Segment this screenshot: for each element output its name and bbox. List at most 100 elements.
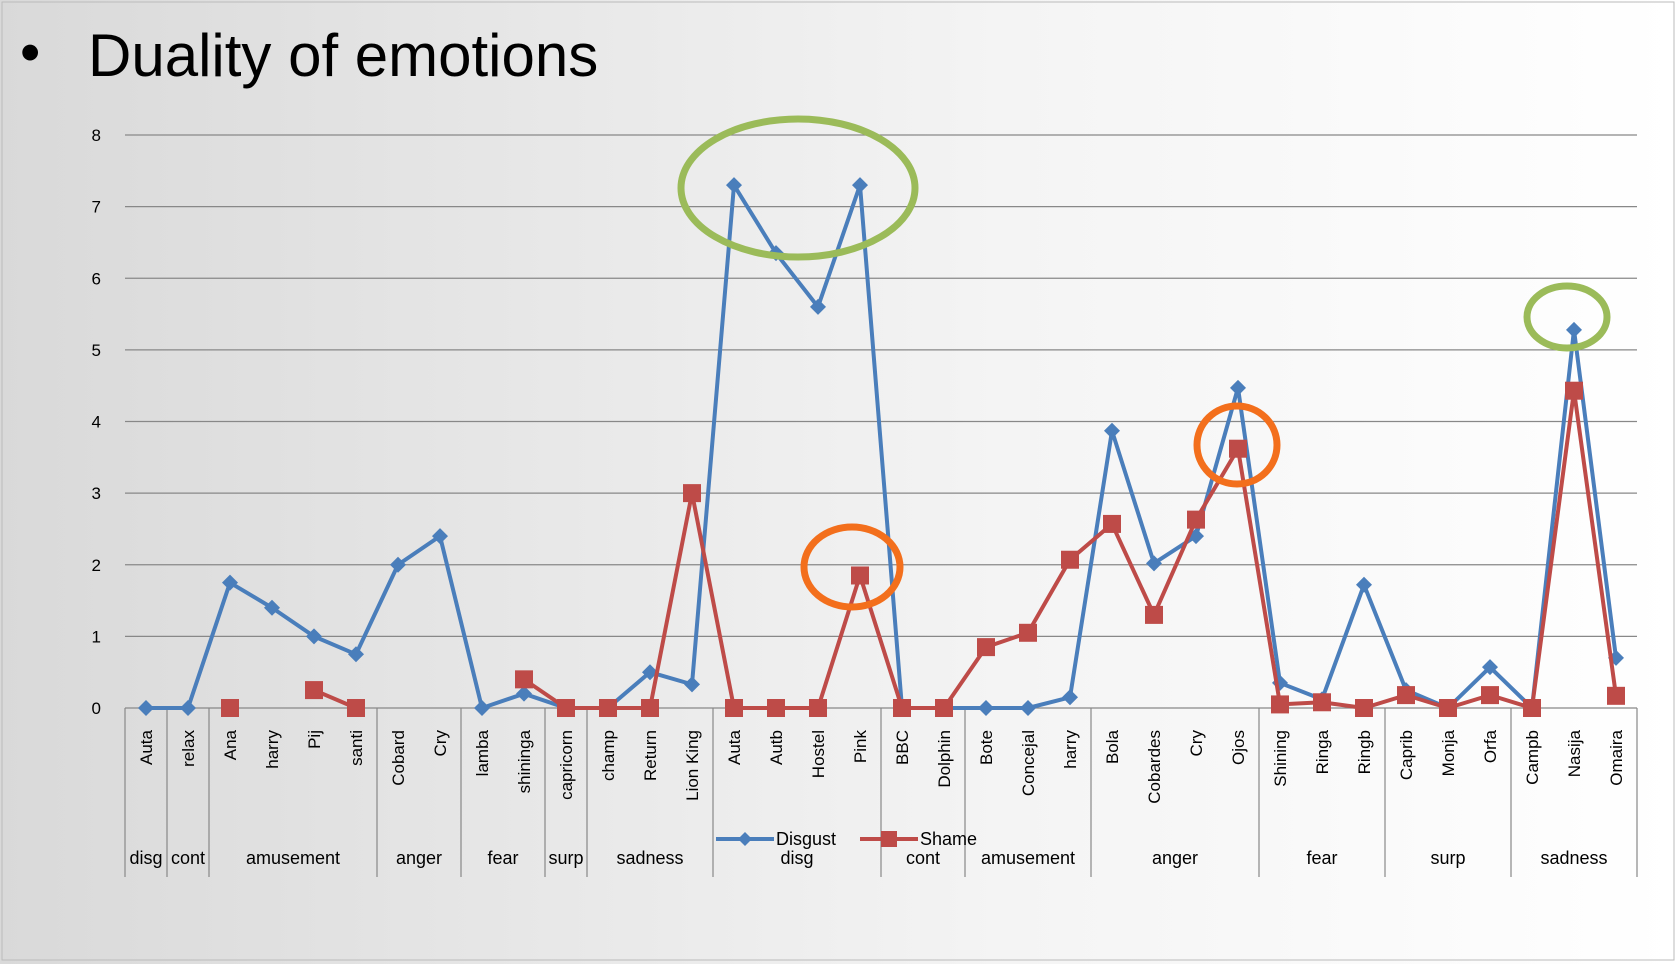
group-label: anger <box>396 848 442 868</box>
y-tick-label: 2 <box>92 556 101 575</box>
x-tick-label: Cry <box>1187 730 1206 757</box>
data-point <box>1356 576 1372 593</box>
x-tick-label: Ringb <box>1355 730 1374 774</box>
data-point <box>348 646 364 663</box>
data-point <box>305 681 323 700</box>
data-point <box>851 566 869 585</box>
x-tick-label: lamba <box>473 729 492 776</box>
data-point <box>1566 321 1582 338</box>
y-tick-label: 4 <box>92 413 101 432</box>
data-point <box>1523 699 1541 717</box>
data-point <box>893 699 911 717</box>
x-tick-label: Lion King <box>683 730 702 801</box>
data-point <box>1313 693 1331 712</box>
x-tick-label: Autb <box>767 730 786 765</box>
highlight-ellipse <box>677 115 919 261</box>
y-tick-label: 3 <box>92 484 101 503</box>
x-tick-label: Auta <box>137 729 156 765</box>
data-point <box>390 556 406 573</box>
y-tick-label: 0 <box>92 699 101 718</box>
slide-title: Duality of emotions <box>88 22 598 89</box>
group-label: disg <box>129 848 162 868</box>
data-point <box>641 699 659 717</box>
group-label: sadness <box>616 848 683 868</box>
data-point <box>1481 686 1499 705</box>
x-tick-label: Auta <box>725 729 744 765</box>
data-point <box>222 574 238 591</box>
data-point <box>557 699 575 717</box>
group-label: surp <box>1430 848 1465 868</box>
y-tick-label: 8 <box>92 126 101 145</box>
group-label: disg <box>780 848 813 868</box>
data-point <box>474 700 490 716</box>
data-point <box>1062 689 1078 706</box>
x-tick-label: Cry <box>431 730 450 757</box>
x-tick-label: harry <box>263 730 282 769</box>
x-tick-label: Monja <box>1439 729 1458 776</box>
x-tick-label: santi <box>347 730 366 766</box>
x-tick-label: Nasija <box>1565 729 1584 777</box>
data-point <box>1104 422 1120 439</box>
legend-label: Disgust <box>776 829 836 849</box>
data-point <box>1439 699 1457 717</box>
data-point <box>1607 686 1625 705</box>
x-tick-label: Ringa <box>1313 729 1332 774</box>
group-label: surp <box>548 848 583 868</box>
data-point <box>221 699 239 717</box>
x-tick-label: Omaira <box>1607 729 1626 785</box>
bullet: • <box>20 20 40 85</box>
y-tick-label: 7 <box>92 198 101 217</box>
data-point <box>1061 550 1079 569</box>
legend-label: Shame <box>920 829 977 849</box>
y-tick-label: 6 <box>92 269 101 288</box>
x-tick-label: Pink <box>851 730 870 764</box>
x-tick-label: Cobardes <box>1145 730 1164 804</box>
data-point <box>935 699 953 717</box>
highlight-ellipse <box>1523 282 1611 352</box>
data-point <box>1019 623 1037 642</box>
data-point <box>767 699 785 717</box>
data-point <box>1565 381 1583 400</box>
y-tick-label: 5 <box>92 341 101 360</box>
data-point <box>725 699 743 717</box>
x-tick-label: BBC <box>893 730 912 765</box>
x-tick-label: Pij <box>305 730 324 749</box>
data-point <box>977 638 995 657</box>
data-point <box>599 699 617 717</box>
x-tick-label: Campb <box>1523 730 1542 785</box>
data-point <box>138 700 154 716</box>
data-point <box>726 177 742 194</box>
x-tick-label: Bola <box>1103 729 1122 764</box>
data-point <box>810 298 826 315</box>
data-point <box>1187 510 1205 529</box>
highlight-ellipse <box>800 523 904 611</box>
highlight-ellipse <box>1193 402 1281 488</box>
data-point <box>180 700 196 716</box>
x-tick-label: Dolphin <box>935 730 954 788</box>
x-tick-label: champ <box>599 730 618 781</box>
x-tick-label: harry <box>1061 730 1080 769</box>
x-tick-label: Cobard <box>389 730 408 786</box>
data-point <box>1482 659 1498 676</box>
data-point <box>1020 700 1036 716</box>
x-tick-label: capricorn <box>557 730 576 800</box>
group-label: cont <box>906 848 940 868</box>
group-label: amusement <box>981 848 1075 868</box>
data-point <box>1103 514 1121 533</box>
group-label: fear <box>1306 848 1337 868</box>
x-tick-label: Return <box>641 730 660 781</box>
x-tick-label: Caprib <box>1397 730 1416 780</box>
data-point <box>1397 686 1415 705</box>
x-tick-label: Hostel <box>809 730 828 778</box>
x-tick-label: Ojos <box>1229 730 1248 765</box>
group-label: sadness <box>1540 848 1607 868</box>
annotations <box>677 115 1611 611</box>
group-label: anger <box>1152 848 1198 868</box>
x-tick-label: shininga <box>515 729 534 793</box>
x-tick-label: Ana <box>221 729 240 760</box>
x-tick-label: Shining <box>1271 730 1290 787</box>
data-point <box>1271 695 1289 714</box>
data-point <box>684 676 700 693</box>
